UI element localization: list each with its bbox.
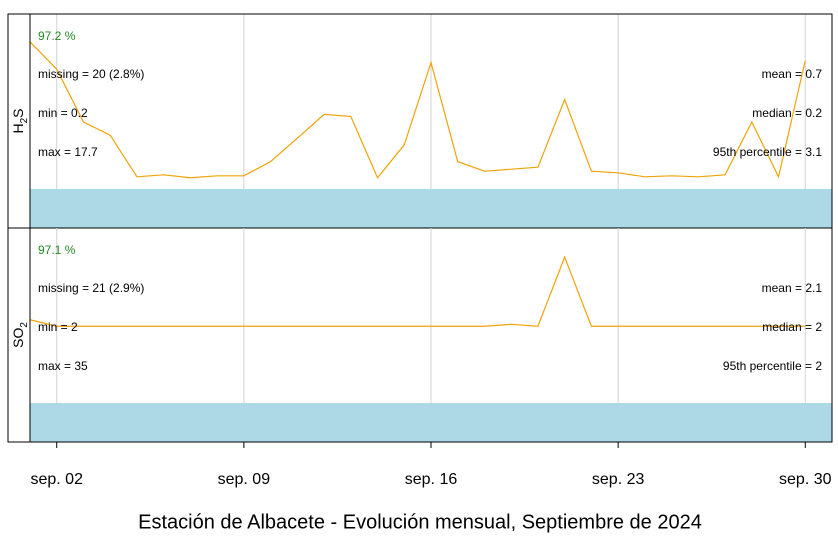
stat-right: median = 2: [762, 320, 822, 334]
label-tail: S: [10, 108, 26, 117]
stat-right: mean = 0.7: [762, 67, 823, 81]
frame: [7, 13, 833, 443]
stat-left: min = 2: [38, 320, 78, 334]
stat-left: missing = 21 (2.9%): [38, 281, 144, 295]
panel-label: SO2: [10, 322, 30, 348]
panel-label: H2S: [10, 108, 30, 133]
label-sub: 2: [19, 117, 30, 123]
label-main: SO: [10, 328, 26, 348]
stat-left: max = 17.7: [38, 145, 98, 159]
stat-right: 95th percentile = 3.1: [713, 145, 822, 159]
x-tick-label: sep. 02: [30, 471, 83, 488]
percent-label: 97.1 %: [38, 243, 76, 257]
series-line: [29, 255, 806, 327]
x-tick-label: sep. 23: [592, 471, 645, 488]
x-tick-label: sep. 30: [779, 471, 832, 488]
x-tick-label: sep. 09: [218, 471, 271, 488]
percent-label: 97.2 %: [38, 29, 76, 43]
label-main: H: [10, 123, 26, 133]
stat-left: max = 35: [38, 359, 88, 373]
stat-right: 95th percentile = 2: [723, 359, 822, 373]
chart-title: Estación de Albacete - Evolución mensual…: [138, 511, 702, 533]
availability-bar: [30, 189, 832, 228]
stat-left: missing = 20 (2.8%): [38, 67, 144, 81]
stat-right: median = 0.2: [752, 106, 822, 120]
label-sub: 2: [19, 322, 30, 328]
series-line: [29, 41, 806, 179]
stat-left: min = 0.2: [38, 106, 88, 120]
x-tick-label: sep. 16: [405, 471, 458, 488]
availability-bar: [30, 403, 832, 442]
stat-right: mean = 2.1: [762, 281, 823, 295]
